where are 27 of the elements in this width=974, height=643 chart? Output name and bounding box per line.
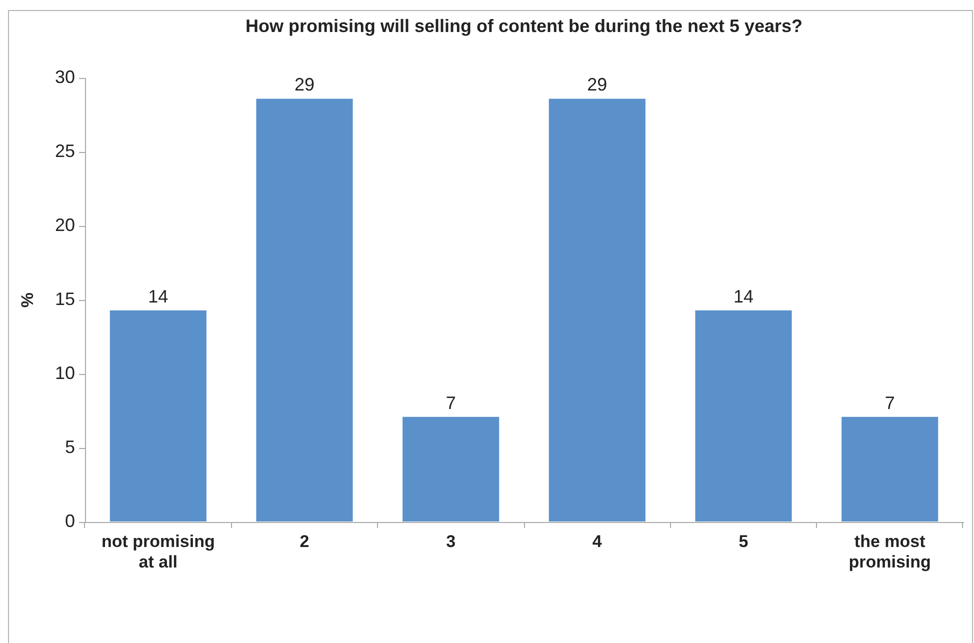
x-tick-label: 5 [738, 532, 748, 551]
y-tick-label: 15 [54, 288, 75, 309]
y-tick-label: 30 [54, 66, 75, 87]
bar [402, 416, 500, 522]
x-tick-label: 2 [300, 532, 310, 551]
y-axis-title: % [18, 292, 37, 308]
data-label: 14 [733, 286, 754, 306]
bar [695, 310, 792, 522]
data-label: 7 [446, 392, 456, 413]
x-tick-label: 3 [446, 532, 456, 551]
y-tick-label: 20 [54, 214, 75, 235]
y-tick-label: 0 [64, 510, 75, 531]
x-tick-label: the most promising [848, 532, 931, 572]
y-tick-label: 25 [54, 140, 75, 161]
data-label: 14 [148, 286, 168, 306]
y-tick-label: 10 [54, 362, 75, 383]
bar [842, 416, 938, 522]
data-label: 29 [294, 74, 315, 95]
data-label: 29 [587, 74, 608, 95]
y-tick-label: 5 [64, 436, 75, 457]
x-tick-label: 4 [592, 532, 602, 551]
bar [110, 310, 206, 522]
bar [256, 98, 353, 522]
data-label: 7 [884, 392, 895, 413]
x-tick-label: not promising at all [102, 532, 215, 572]
bar [548, 98, 646, 522]
chart-title: How promising will selling of content be during the next 5 years? [245, 16, 803, 36]
